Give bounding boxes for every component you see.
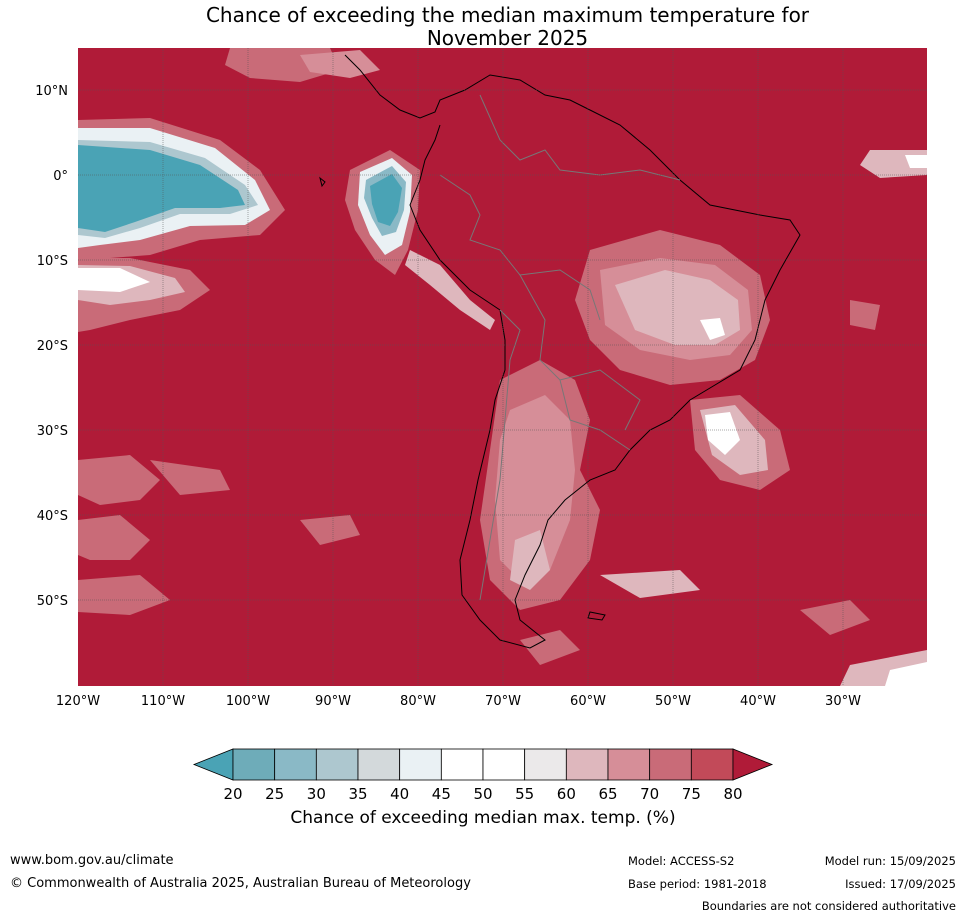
- lon-tick: 30°W: [825, 694, 861, 709]
- colorbar-swatch: [232, 748, 276, 781]
- lat-tick: 30°S: [37, 424, 68, 439]
- lon-tick: 80°W: [400, 694, 436, 709]
- colorbar-extend-low: [192, 748, 234, 781]
- colorbar-tick-label: 75: [682, 785, 701, 803]
- lat-tick: 40°S: [37, 509, 68, 524]
- colorbar-swatch: [565, 748, 609, 781]
- lon-tick: 100°W: [226, 694, 270, 709]
- lon-tick: 40°W: [740, 694, 776, 709]
- issued-date: Issued: 17/09/2025: [845, 877, 956, 891]
- title-line-2: November 2025: [426, 26, 589, 50]
- lon-tick: 120°W: [56, 694, 100, 709]
- colorbar-swatch: [607, 748, 651, 781]
- lon-tick: 60°W: [570, 694, 606, 709]
- lon-tick: 70°W: [485, 694, 521, 709]
- copyright-notice: © Commonwealth of Australia 2025, Austra…: [10, 876, 471, 891]
- colorbar-swatch: [690, 748, 734, 781]
- map-title: Chance of exceeding the median maximum t…: [0, 4, 965, 50]
- lon-tick: 50°W: [655, 694, 691, 709]
- colorbar-tick-label: 25: [265, 785, 284, 803]
- lat-tick: 50°S: [37, 594, 68, 609]
- lat-tick: 10°N: [35, 84, 68, 99]
- colorbar: 20 25 30 35 40 45 50 55 60 65 70 75 80: [192, 748, 774, 803]
- colorbar-extend-high: [732, 748, 774, 781]
- colorbar-tick-label: 40: [390, 785, 409, 803]
- source-url[interactable]: www.bom.gov.au/climate: [10, 853, 174, 868]
- colorbar-tick-label: 50: [473, 785, 492, 803]
- colorbar-tick-label: 65: [598, 785, 617, 803]
- model-name: Model: ACCESS-S2: [628, 854, 735, 868]
- colorbar-swatch: [274, 748, 317, 781]
- country-borders: [439, 94, 681, 601]
- lon-tick: 90°W: [315, 694, 351, 709]
- colorbar-title: Chance of exceeding median max. temp. (%…: [290, 808, 676, 828]
- colorbar-tick-label: 55: [515, 785, 534, 803]
- colorbar-tick-label: 45: [432, 785, 451, 803]
- coastline: [319, 54, 801, 649]
- title-line-1: Chance of exceeding the median maximum t…: [205, 3, 810, 27]
- lat-tick: 0°: [53, 169, 68, 184]
- colorbar-swatch: [315, 748, 359, 781]
- colorbar-swatch: [649, 748, 692, 781]
- base-period: Base period: 1981-2018: [628, 877, 767, 891]
- graticule: [78, 48, 927, 686]
- colorbar-swatch: [399, 748, 442, 781]
- lon-tick: 110°W: [141, 694, 185, 709]
- boundaries-disclaimer: Boundaries are not considered authoritat…: [701, 899, 956, 913]
- probability-field: [78, 48, 927, 686]
- colorbar-swatch: [524, 748, 567, 781]
- colorbar-swatch: [440, 748, 484, 781]
- colorbar-tick-label: 60: [557, 785, 576, 803]
- model-run-date: Model run: 15/09/2025: [824, 854, 956, 868]
- colorbar-tick-label: 35: [348, 785, 367, 803]
- colorbar-tick-label: 80: [723, 785, 742, 803]
- colorbar-swatch: [357, 748, 401, 781]
- colorbar-tick-label: 30: [307, 785, 326, 803]
- colorbar-swatch: [482, 748, 526, 781]
- colorbar-tick-label: 20: [223, 785, 242, 803]
- colorbar-tick-label: 70: [640, 785, 659, 803]
- lat-tick: 20°S: [37, 339, 68, 354]
- lat-tick: 10°S: [37, 254, 68, 269]
